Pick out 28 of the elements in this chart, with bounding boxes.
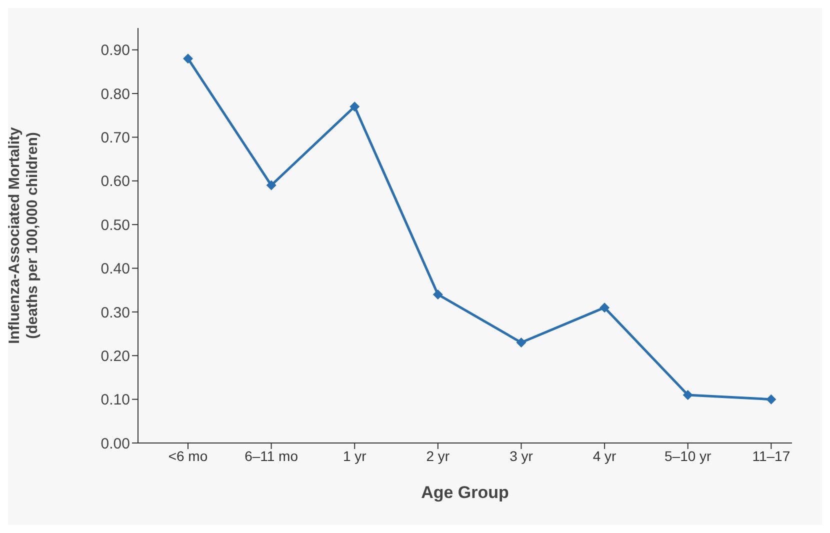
- x-tick-label: 11–17: [752, 448, 790, 464]
- x-tick-label: <6 mo: [168, 448, 208, 464]
- y-tick-label: 0.60: [100, 173, 130, 190]
- point: [266, 180, 276, 190]
- x-tick-label: 4 yr: [592, 448, 617, 464]
- x-tick-label: 5–10 yr: [664, 448, 712, 464]
- point: [432, 289, 443, 300]
- point: [350, 102, 360, 112]
- x-tick-label: 6–11 mo: [244, 448, 298, 464]
- y-tick-label: 0.40: [100, 260, 130, 278]
- point: [600, 302, 610, 313]
- y-tick-label: 0.10: [100, 392, 130, 409]
- x-tick-label: 2 yr: [426, 448, 450, 464]
- y-tick-label: 0.00: [100, 435, 130, 452]
- x-tick-label: 3 yr: [510, 448, 534, 464]
- x-tick-label: 1 yr: [342, 448, 367, 464]
- y-tick-label: 0.50: [100, 216, 130, 234]
- y-axis-title: Influenza-Associated Mortality (deaths per 100,000 children): [6, 126, 41, 344]
- point: [682, 390, 693, 400]
- y-tick-label: 0.30: [100, 304, 130, 322]
- y-tick-label: 0.80: [100, 86, 130, 103]
- y-tick-label: 0.90: [100, 42, 130, 60]
- y-tick-label: 0.20: [100, 348, 130, 365]
- point: [766, 394, 776, 404]
- point: [182, 54, 193, 64]
- y-tick-label: 0.70: [100, 130, 130, 147]
- x-axis-title: Age Group: [421, 483, 509, 502]
- point: [516, 338, 526, 348]
